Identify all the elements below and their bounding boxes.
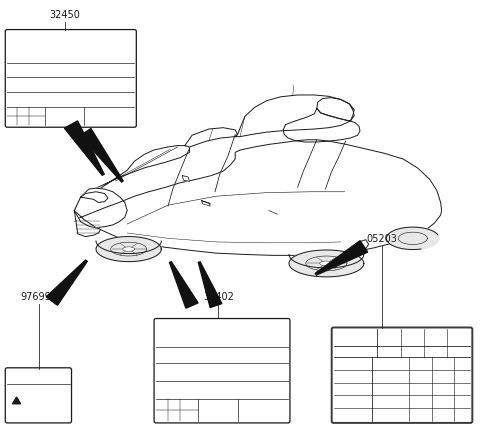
Polygon shape: [289, 250, 364, 277]
Polygon shape: [198, 262, 222, 307]
Polygon shape: [235, 95, 354, 137]
Polygon shape: [81, 192, 108, 202]
Polygon shape: [315, 241, 368, 275]
Polygon shape: [64, 121, 104, 175]
Polygon shape: [182, 176, 190, 181]
FancyBboxPatch shape: [154, 319, 290, 423]
Polygon shape: [12, 397, 21, 404]
Polygon shape: [317, 98, 354, 121]
Polygon shape: [386, 227, 439, 250]
Polygon shape: [96, 237, 161, 262]
Polygon shape: [80, 129, 123, 182]
Polygon shape: [320, 261, 333, 266]
Text: 32450: 32450: [49, 10, 80, 20]
Polygon shape: [74, 188, 127, 228]
FancyBboxPatch shape: [332, 327, 472, 423]
Polygon shape: [74, 211, 101, 237]
Polygon shape: [123, 247, 134, 251]
FancyBboxPatch shape: [5, 30, 136, 127]
FancyBboxPatch shape: [5, 368, 72, 423]
Text: 32402: 32402: [203, 292, 234, 302]
Polygon shape: [356, 240, 369, 251]
Polygon shape: [169, 262, 198, 308]
Polygon shape: [74, 146, 190, 211]
Text: 05203: 05203: [366, 234, 397, 244]
Polygon shape: [207, 152, 246, 332]
Polygon shape: [46, 260, 87, 305]
Polygon shape: [74, 140, 442, 255]
Text: 97699A: 97699A: [21, 293, 58, 302]
Polygon shape: [185, 128, 238, 147]
Polygon shape: [283, 108, 360, 142]
